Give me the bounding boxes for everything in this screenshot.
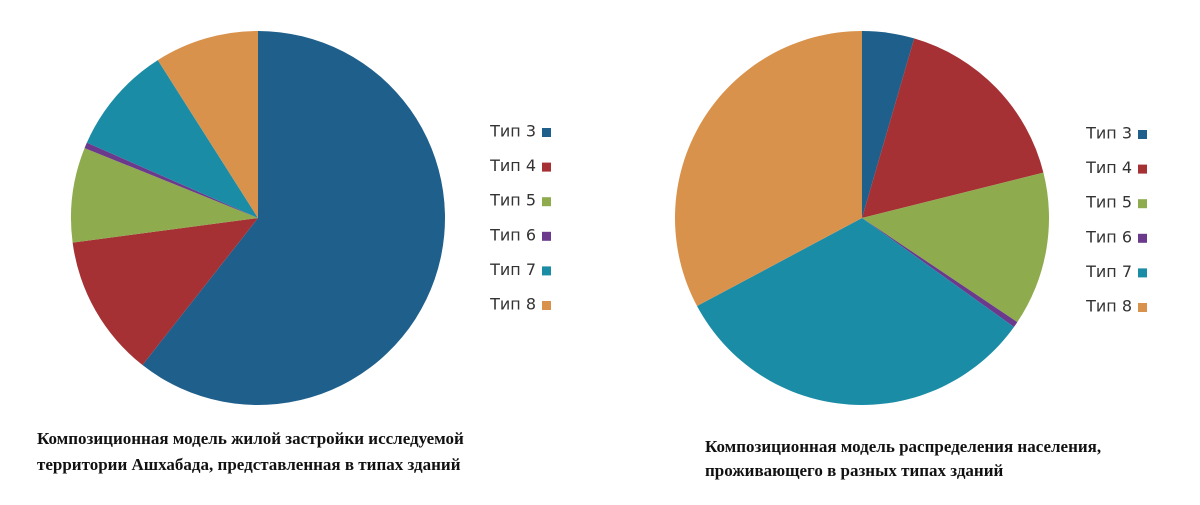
legend-label: Тип 7 xyxy=(1085,262,1132,281)
legend-swatch xyxy=(1138,303,1147,312)
legend-label: Тип 8 xyxy=(489,295,536,314)
chart-caption: Композиционная модель распределения насе… xyxy=(705,437,1101,456)
legend-label: Тип 6 xyxy=(489,225,536,244)
legend-swatch xyxy=(542,162,551,172)
legend-swatch xyxy=(1138,130,1147,139)
pie-slice xyxy=(72,218,258,366)
chart-caption: территории Ашхабада, представленная в ти… xyxy=(37,455,461,474)
legend-swatch xyxy=(1138,268,1147,278)
chart-caption: Композиционная модель жилой застройки ис… xyxy=(37,429,464,448)
legend-label: Тип 7 xyxy=(489,260,536,279)
legend-label: Тип 4 xyxy=(489,156,536,175)
legend-swatch xyxy=(1138,199,1147,209)
pie-slice xyxy=(697,218,1014,406)
legend-label: Тип 4 xyxy=(1085,158,1132,177)
pie-slice xyxy=(862,172,1049,323)
pie-slice xyxy=(862,218,1018,327)
legend-swatch xyxy=(542,197,551,207)
pie-slice xyxy=(862,31,915,218)
legend-swatch xyxy=(1138,164,1147,174)
pie-slice xyxy=(674,31,862,307)
pie-slice xyxy=(142,31,445,405)
legend-swatch xyxy=(542,231,551,241)
pie-slice xyxy=(86,60,258,218)
pie-slice xyxy=(71,148,258,243)
legend-swatch xyxy=(542,301,551,310)
legend-label: Тип 3 xyxy=(1085,124,1132,143)
legend-swatch xyxy=(542,266,551,276)
legend-label: Тип 3 xyxy=(489,122,536,141)
legend-label: Тип 6 xyxy=(1085,227,1132,246)
legend-label: Тип 8 xyxy=(1085,297,1132,316)
pie-slice xyxy=(84,142,259,218)
legend-swatch xyxy=(542,128,551,137)
chart-caption: проживающего в разных типах зданий xyxy=(705,461,1004,480)
legend-label: Тип 5 xyxy=(1085,193,1132,212)
legend-swatch xyxy=(1138,233,1147,243)
pie-slice xyxy=(862,38,1044,218)
pie-slice xyxy=(157,31,258,218)
legend-label: Тип 5 xyxy=(489,191,536,210)
